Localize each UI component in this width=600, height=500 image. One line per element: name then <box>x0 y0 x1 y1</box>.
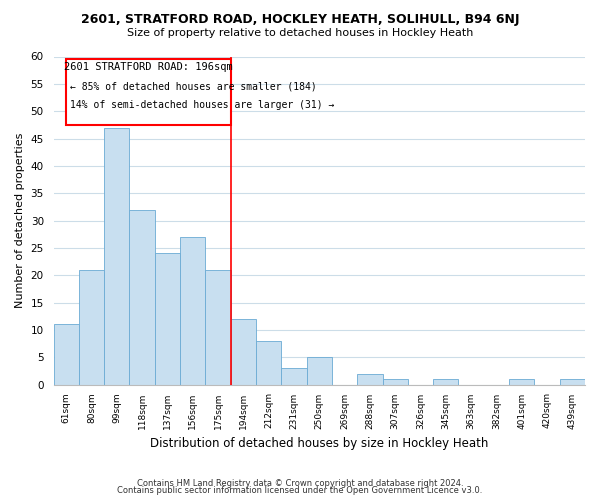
Bar <box>307 358 332 384</box>
Bar <box>357 374 383 384</box>
Text: ← 85% of detached houses are smaller (184): ← 85% of detached houses are smaller (18… <box>70 81 317 91</box>
Text: 2601, STRATFORD ROAD, HOCKLEY HEATH, SOLIHULL, B94 6NJ: 2601, STRATFORD ROAD, HOCKLEY HEATH, SOL… <box>81 12 519 26</box>
Text: Contains HM Land Registry data © Crown copyright and database right 2024.: Contains HM Land Registry data © Crown c… <box>137 478 463 488</box>
Bar <box>104 128 130 384</box>
Text: Size of property relative to detached houses in Hockley Heath: Size of property relative to detached ho… <box>127 28 473 38</box>
Text: Contains public sector information licensed under the Open Government Licence v3: Contains public sector information licen… <box>118 486 482 495</box>
Bar <box>205 270 230 384</box>
FancyBboxPatch shape <box>66 59 230 125</box>
Bar <box>383 379 408 384</box>
Bar <box>256 341 281 384</box>
X-axis label: Distribution of detached houses by size in Hockley Heath: Distribution of detached houses by size … <box>150 437 488 450</box>
Bar <box>53 324 79 384</box>
Bar <box>79 270 104 384</box>
Bar <box>130 210 155 384</box>
Bar <box>230 319 256 384</box>
Y-axis label: Number of detached properties: Number of detached properties <box>15 133 25 308</box>
Bar <box>180 237 205 384</box>
Bar <box>560 379 585 384</box>
Bar <box>155 254 180 384</box>
Bar <box>281 368 307 384</box>
Text: 14% of semi-detached houses are larger (31) →: 14% of semi-detached houses are larger (… <box>70 100 334 110</box>
Bar <box>433 379 458 384</box>
Bar <box>509 379 535 384</box>
Text: 2601 STRATFORD ROAD: 196sqm: 2601 STRATFORD ROAD: 196sqm <box>64 62 233 72</box>
